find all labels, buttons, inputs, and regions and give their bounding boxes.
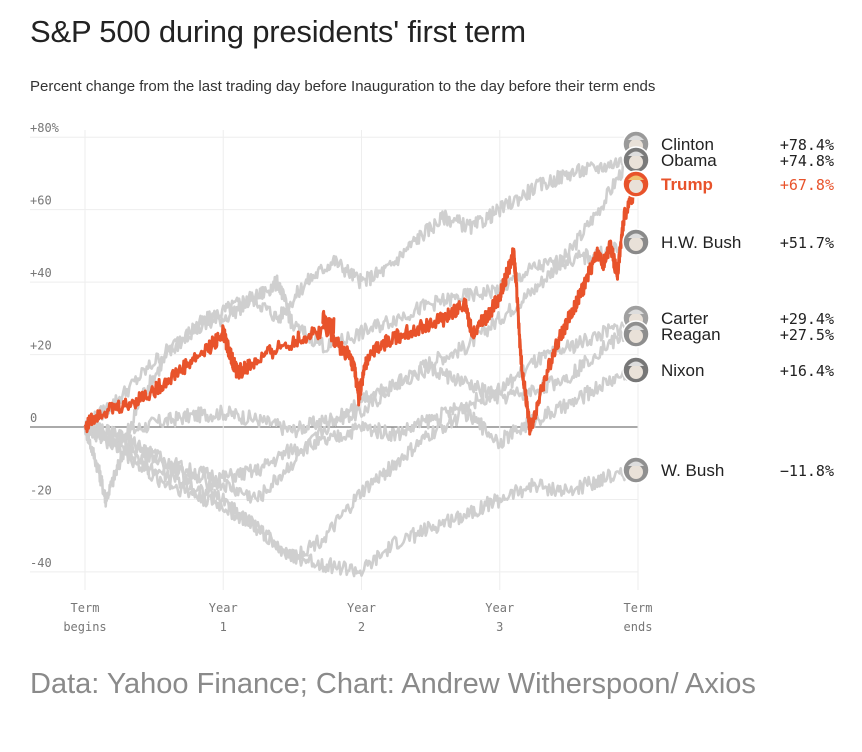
y-tick-label: +60 (30, 194, 52, 208)
president-value: +27.5% (780, 326, 834, 344)
face-skin (629, 329, 643, 343)
president-name: W. Bush (661, 461, 724, 480)
series-line-nixon (83, 361, 640, 564)
president-value: +78.4% (780, 136, 834, 154)
x-tick-label: Year (209, 601, 238, 615)
y-tick-label: +40 (30, 266, 52, 280)
series-line-trump (83, 174, 640, 436)
president-value: +51.7% (780, 234, 834, 252)
series-line-h-w-bush (84, 233, 639, 430)
face-hair (628, 135, 644, 140)
president-name: Trump (661, 175, 713, 194)
face-skin (629, 237, 643, 251)
chart-source: Data: Yahoo Finance; Chart: Andrew Withe… (30, 668, 756, 700)
x-tick-label: 2 (358, 620, 365, 634)
x-tick-label: Term (71, 601, 100, 615)
y-tick-label: -20 (30, 483, 52, 497)
face-skin (629, 365, 643, 379)
president-value: +74.8% (780, 152, 834, 170)
president-name: Clinton (661, 135, 714, 154)
x-tick-label: ends (624, 620, 653, 634)
x-tick-label: 1 (220, 620, 227, 634)
president-label: Reagan +27.5% (622, 320, 834, 348)
series-line-w-bush (83, 423, 640, 578)
y-axis: +80% +60 +40 +20 0 -20 -40 (30, 121, 60, 570)
president-label: W. Bush −11.8% (622, 456, 834, 484)
president-name: Nixon (661, 361, 704, 380)
president-name: Carter (661, 309, 709, 328)
y-tick-label: +20 (30, 339, 52, 353)
president-labels: Clinton +78.4% Obama +74.8% Trump +67.8% H.W. … (622, 130, 834, 484)
x-tick-label: Year (347, 601, 376, 615)
president-label: Obama +74.8% (622, 146, 834, 174)
president-label: Trump +67.8% (622, 170, 834, 198)
face-hair (628, 325, 644, 330)
face-hair (628, 309, 644, 314)
face-hair (628, 233, 644, 238)
president-value: +29.4% (780, 310, 834, 328)
x-tick-label: Term (624, 601, 653, 615)
x-axis: Term begins Year 1 Year 2 Year 3 Term ends (63, 601, 652, 634)
x-tick-label: Year (485, 601, 514, 615)
chart-subtitle: Percent change from the last trading day… (30, 78, 656, 95)
president-value: −11.8% (780, 462, 834, 480)
series-line-carter (84, 313, 640, 486)
line-chart: +80% +60 +40 +20 0 -20 -40 Term begins Year 1 Year… (30, 121, 834, 634)
face-hair (628, 461, 644, 466)
x-tick-label: begins (63, 620, 106, 634)
president-value: +67.8% (780, 176, 834, 194)
face-hair (628, 151, 644, 156)
series-line-obama (83, 149, 640, 508)
president-label: H.W. Bush +51.7% (622, 228, 834, 256)
face-skin (629, 155, 643, 169)
president-value: +16.4% (780, 362, 834, 380)
face-skin (629, 179, 643, 193)
y-tick-label: 0 (30, 411, 37, 425)
series-lines (83, 138, 640, 578)
y-tick-label: -40 (30, 556, 52, 570)
president-name: Obama (661, 151, 717, 170)
face-skin (629, 465, 643, 479)
face-hair (628, 361, 644, 366)
president-label: Nixon +16.4% (622, 356, 834, 384)
series-line-clinton (83, 138, 640, 441)
face-hair (628, 175, 644, 180)
president-name: Reagan (661, 325, 721, 344)
x-tick-label: 3 (496, 620, 503, 634)
grid (30, 130, 639, 590)
president-name: H.W. Bush (661, 233, 741, 252)
chart-title: S&P 500 during presidents' first term (30, 14, 526, 49)
y-tick-label: +80% (30, 121, 60, 135)
